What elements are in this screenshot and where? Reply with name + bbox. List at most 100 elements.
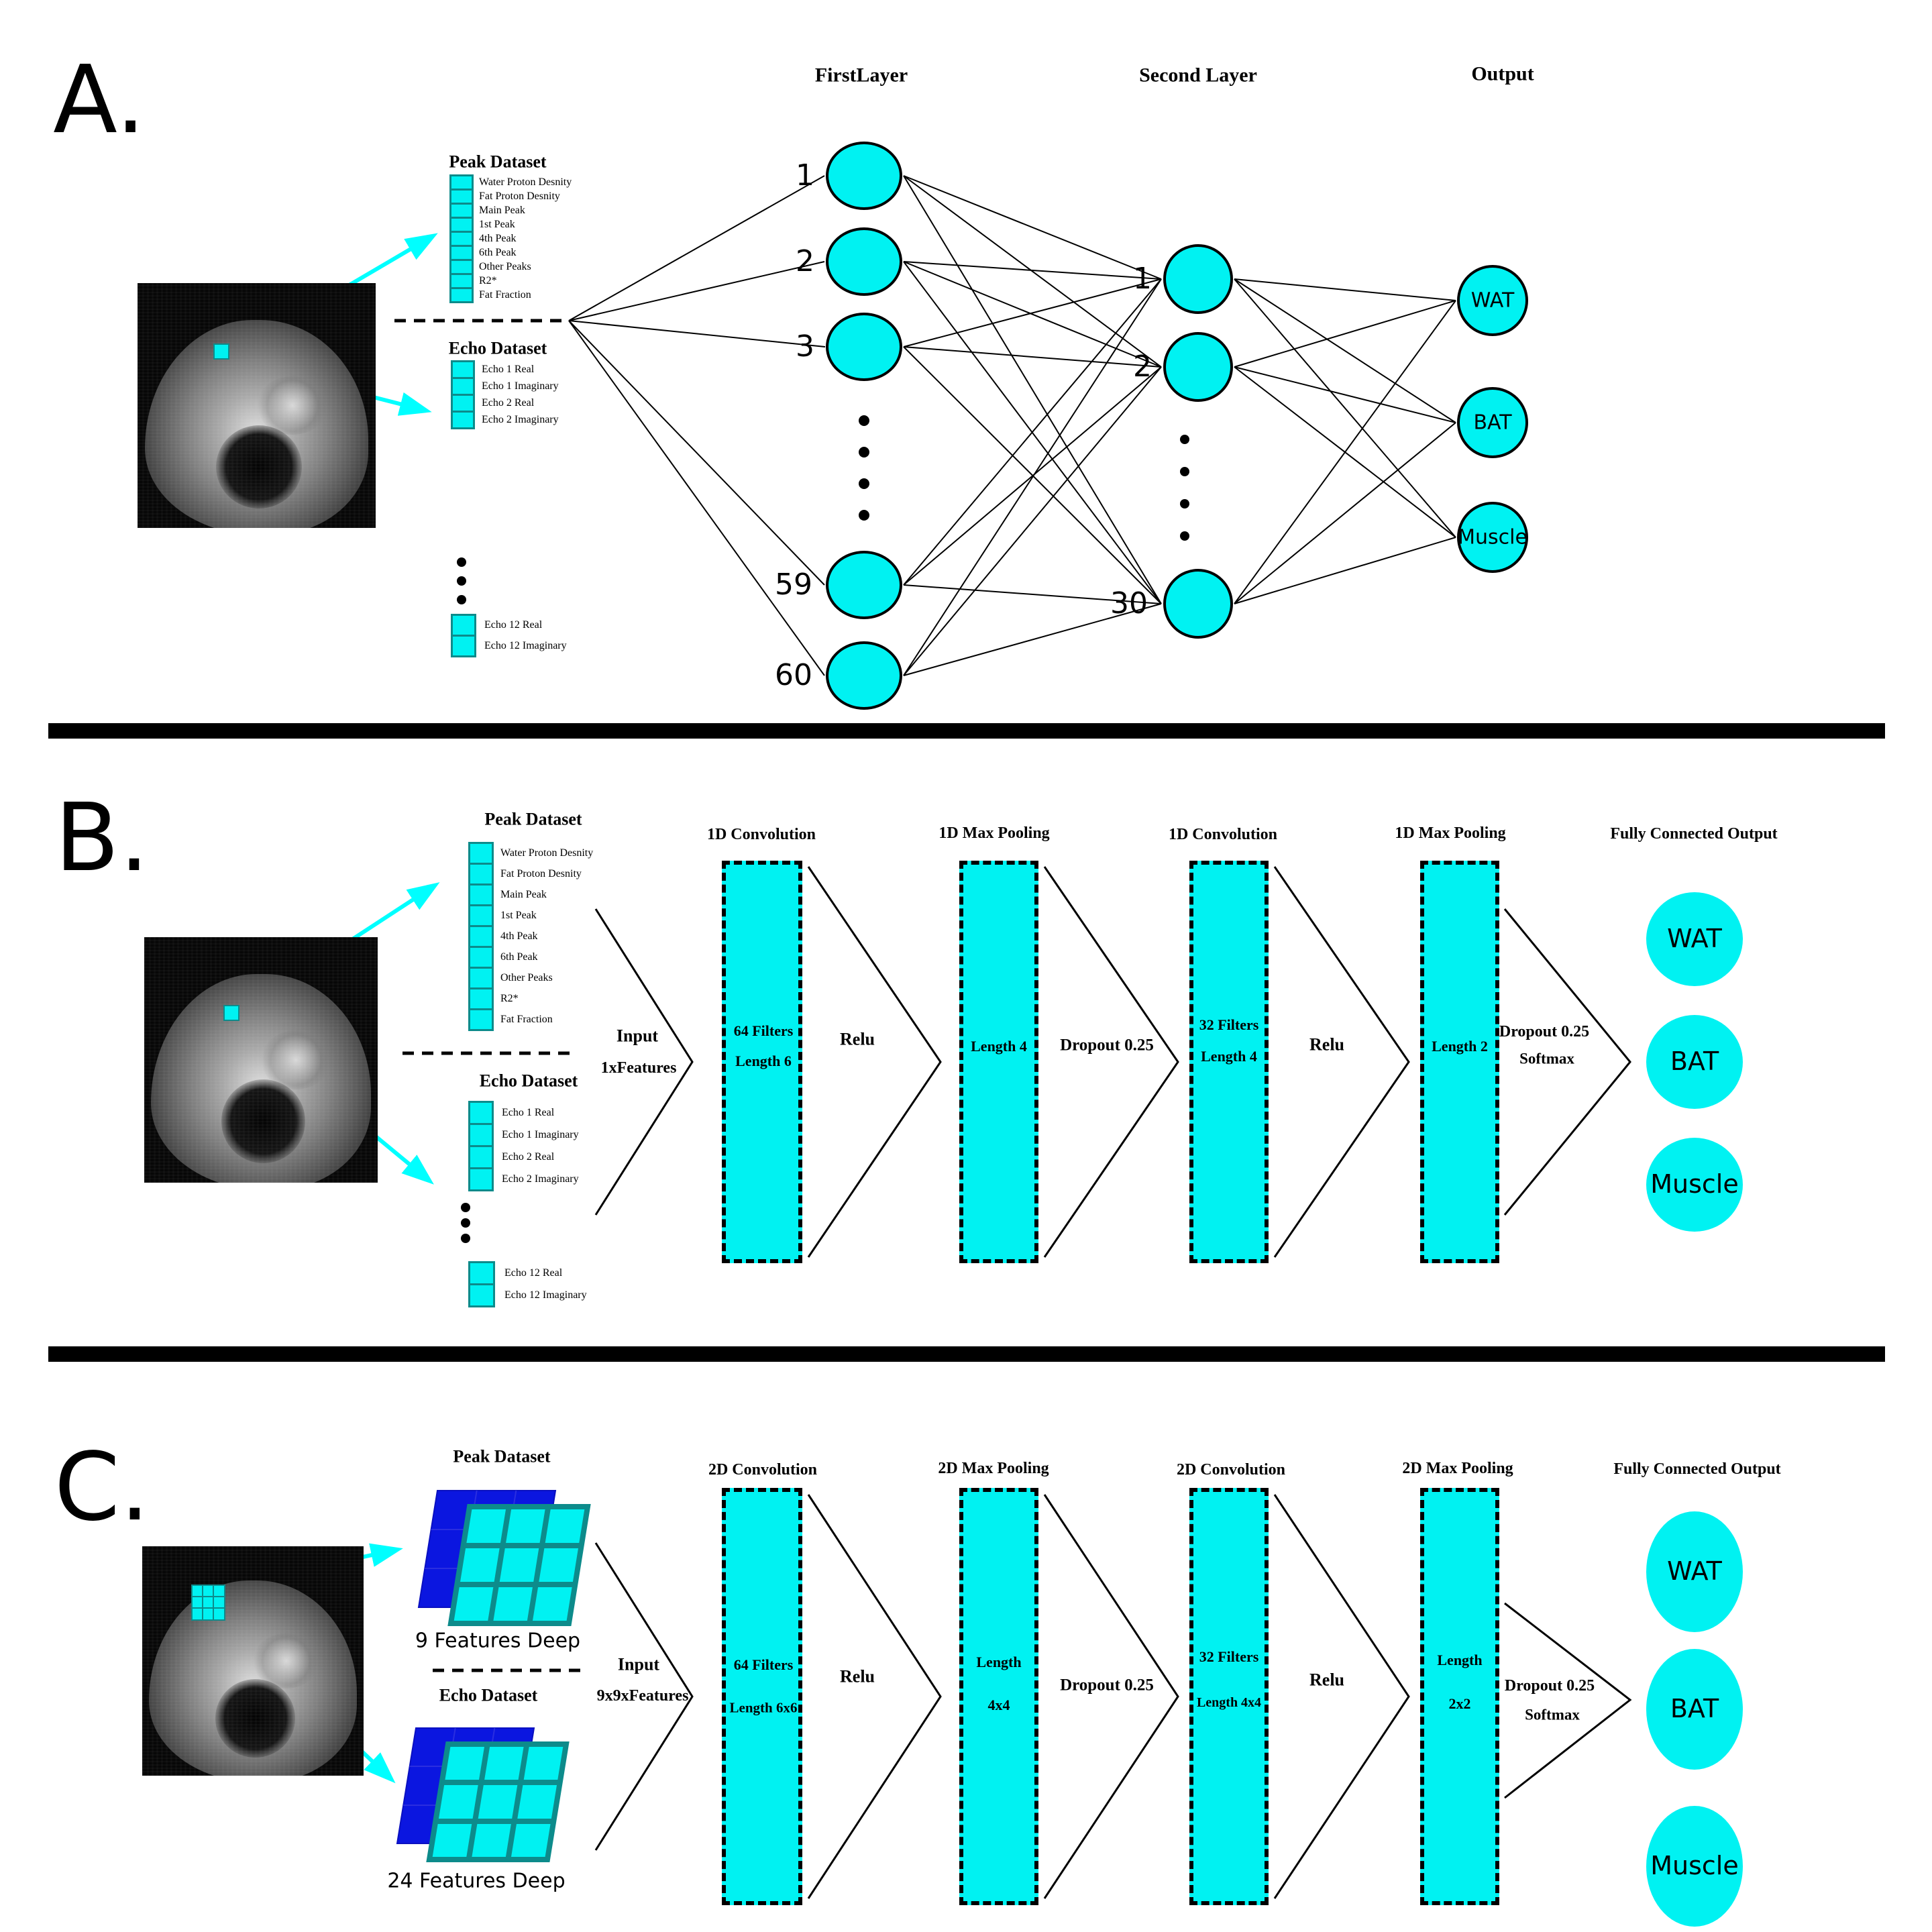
a-layer1-node-number: 59 [775, 567, 812, 602]
mri-bright-region [256, 376, 328, 435]
b-conv1-block [722, 861, 802, 1263]
b-conv2-label-line1: 32 Filters [1199, 1016, 1259, 1033]
a-echo12-feature-label: Echo 12 Real [484, 619, 543, 631]
c-stage-header-output: Fully Connected Output [1613, 1460, 1781, 1478]
c-peak-feature-grid-3d [417, 1490, 591, 1626]
b-echo-feature-box [468, 1123, 494, 1147]
c-stage-header-pool1: 2D Max Pooling [938, 1459, 1049, 1477]
b-relu1-chevron [807, 866, 942, 1258]
b-output-node [1646, 1138, 1743, 1232]
a-echo12-feature-label: Echo 12 Imaginary [484, 640, 567, 652]
b-echo-dataset-title: Echo Dataset [479, 1071, 578, 1091]
b-echo12-feature-box [468, 1261, 495, 1285]
b-input-label-line2: 1xFeatures [600, 1059, 677, 1077]
mri-dark-organ [215, 1679, 295, 1758]
a-output-node-label: BAT [1473, 411, 1512, 435]
a-layer1-node-number: 3 [796, 329, 814, 364]
a-peak-feature-label: Other Peaks [479, 261, 531, 273]
a-peak-feature-label: 6th Peak [479, 247, 517, 259]
a-echo12-feature-box [451, 635, 476, 657]
b-peak-feature-box [468, 987, 494, 1010]
a-layer2-node-number: 1 [1133, 261, 1152, 296]
a-echo-feature-box [451, 394, 475, 413]
a-peak-feature-label: Fat Proton Desnity [479, 191, 560, 203]
c-echo-dataset-title: Echo Dataset [439, 1685, 538, 1705]
mri-noise-texture [138, 283, 376, 528]
c-pool2-label-line2: 2x2 [1448, 1695, 1471, 1712]
c-output-node [1646, 1806, 1743, 1927]
c-stage-header-pool2: 2D Max Pooling [1402, 1459, 1513, 1477]
b-relu2-chevron [1273, 866, 1410, 1258]
b-peak-feature-label: 1st Peak [500, 910, 537, 922]
a-layer2-node [1163, 244, 1233, 314]
b-stage-header-pool1: 1D Max Pooling [938, 824, 1050, 842]
b-input-label-line1: Input [616, 1026, 659, 1046]
b-peak-feature-label: Main Peak [500, 889, 547, 901]
a-echo-feature-label: Echo 2 Imaginary [482, 414, 559, 426]
a-peak-feature-label: Main Peak [479, 205, 525, 217]
c-pool2-label-line1: Length [1437, 1651, 1483, 1668]
panel-a-label: A. [53, 46, 146, 155]
a-echo-feature-box [451, 360, 475, 379]
a-output-node [1457, 502, 1528, 573]
mri-dark-organ [216, 425, 302, 508]
a-peak-feature-label: Water Proton Desnity [479, 176, 572, 189]
b-peak-feature-box [468, 842, 494, 865]
b-peak-feature-box [468, 904, 494, 927]
a-peak-feature-box [449, 174, 474, 191]
b-peak-feature-box [468, 946, 494, 969]
a-layer1-layer2-connections [903, 175, 1162, 676]
a-layer1-node [826, 142, 902, 210]
a-layer2-node-number: 30 [1110, 586, 1148, 621]
b-output-node [1646, 1015, 1743, 1109]
b-pool1-block [959, 861, 1038, 1263]
a-layer1-node-number: 60 [775, 657, 812, 692]
b-dropout2-label: Dropout 0.25 [1499, 1022, 1590, 1040]
a-peak-feature-label: Fat Fraction [479, 289, 531, 301]
b-output-node-label: WAT [1667, 924, 1722, 954]
a-layer2-output-connections [1234, 278, 1456, 604]
c-pool1-label-line2: 4x4 [987, 1696, 1010, 1713]
c-output-node-label: BAT [1670, 1694, 1719, 1724]
b-peak-feature-label: Other Peaks [500, 972, 553, 984]
a-layer2-ellipsis-dots [1180, 435, 1189, 541]
mri-scan-panel-a [138, 283, 376, 528]
c-dropout1-chevron [1043, 1494, 1179, 1899]
c-output-node-label: Muscle [1650, 1851, 1739, 1881]
a-layer1-node-number: 1 [796, 158, 814, 193]
divider-bar-2 [48, 1346, 1885, 1362]
a-input-fan-lines [568, 175, 826, 676]
a-layer2-node-number: 2 [1133, 349, 1152, 384]
c-output-node [1646, 1511, 1743, 1632]
a-layer1-node [826, 641, 902, 710]
c-peak-dataset-title: Peak Dataset [453, 1446, 551, 1466]
a-echo-ellipsis-dots [457, 557, 466, 604]
mri-bright-region [261, 1030, 331, 1089]
c-output-node-label: WAT [1667, 1556, 1722, 1587]
a-output-node-label: Muscle [1458, 525, 1527, 549]
c-pool1-block [959, 1488, 1038, 1905]
b-peak-dataset-title: Peak Dataset [484, 809, 582, 829]
c-roi-patch-cell [213, 1607, 225, 1621]
b-dropout2-softmax-chevron [1503, 908, 1631, 1216]
b-peak-feature-label: Water Proton Desnity [500, 847, 594, 859]
c-input-label-line2: 9x9xFeatures [596, 1686, 689, 1705]
b-conv1-label-line2: Length 6 [735, 1052, 792, 1069]
b-relu1-label: Relu [840, 1029, 875, 1049]
b-pool1-label: Length 4 [971, 1037, 1027, 1055]
c-relu1-label: Relu [840, 1666, 875, 1686]
b-conv1-label-line1: 64 Filters [733, 1022, 794, 1039]
a-layer1-node [826, 551, 902, 619]
b-roi-voxel-marker [223, 1005, 239, 1021]
b-input-chevron [594, 908, 694, 1216]
b-peak-feature-label: 6th Peak [500, 951, 538, 963]
b-echo-feature-label: Echo 1 Imaginary [502, 1129, 579, 1141]
c-dropout2-softmax-chevron [1504, 1602, 1632, 1799]
c-dropout2-label: Dropout 0.25 [1504, 1676, 1595, 1695]
b-echo-ellipsis-dots [461, 1203, 470, 1243]
a-peak-feature-label: 4th Peak [479, 233, 517, 245]
c-pool2-block [1420, 1488, 1499, 1905]
mri-scan-panel-c [142, 1546, 364, 1776]
b-conv2-block [1189, 861, 1269, 1263]
